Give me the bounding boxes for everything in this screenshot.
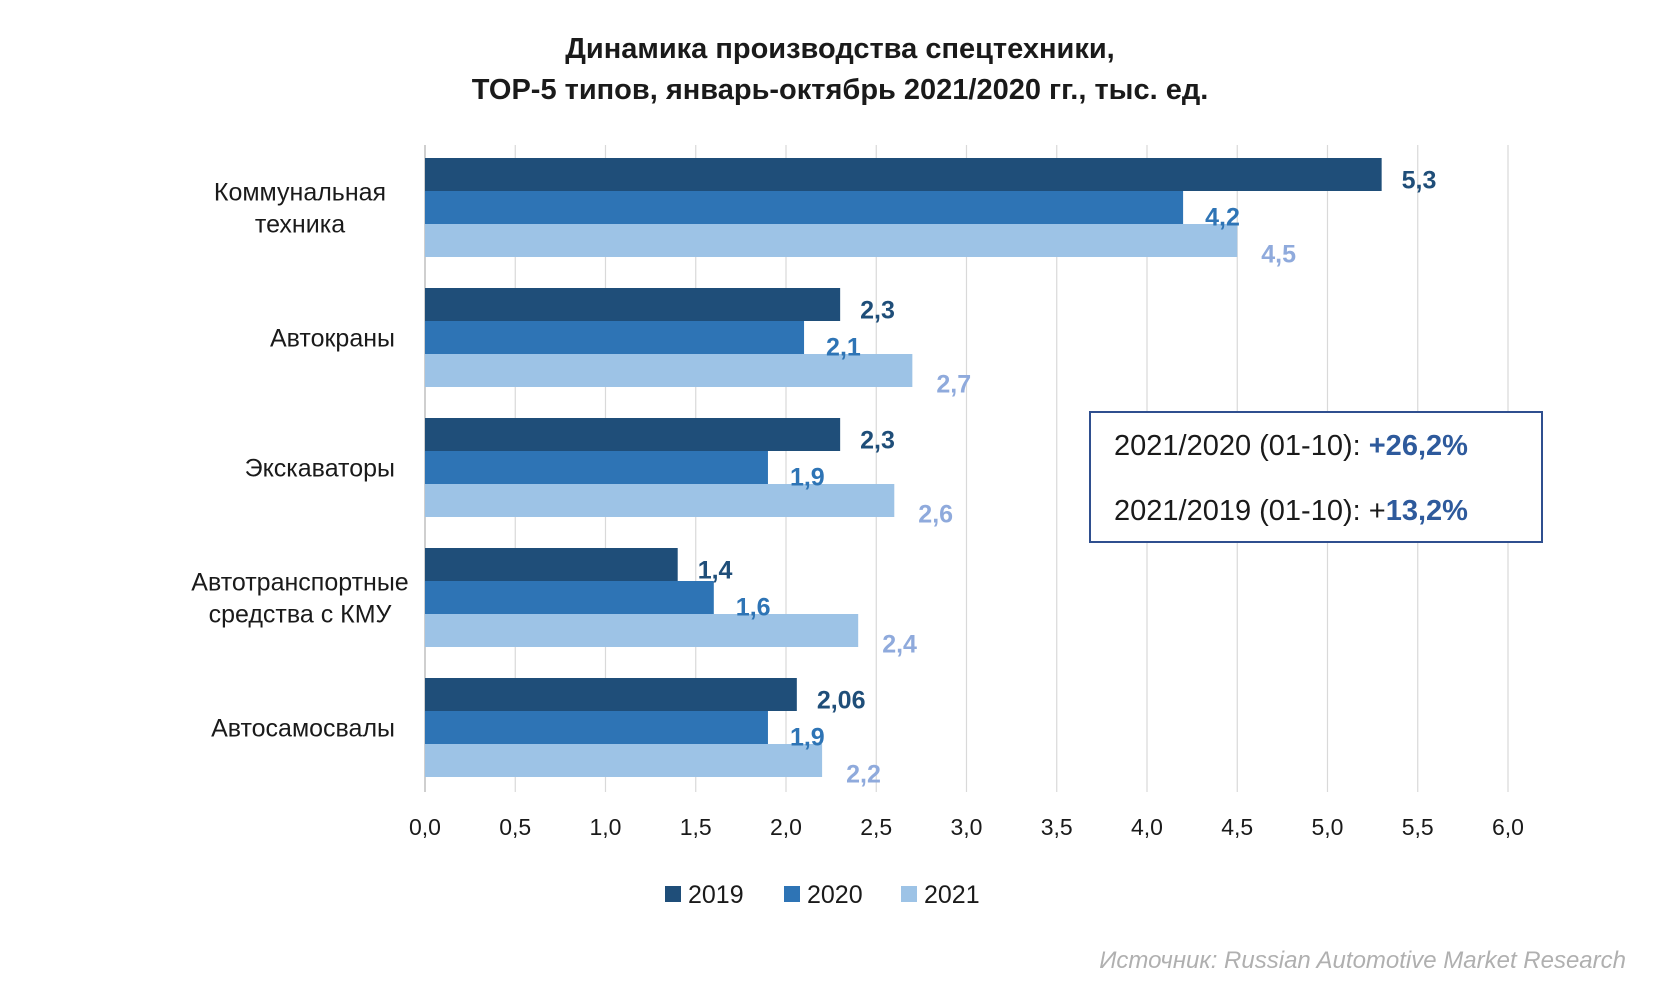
- bar-2020-4: [425, 581, 714, 614]
- legend-label-2020: 2020: [807, 881, 863, 909]
- x-tick-label: 3,5: [1041, 814, 1073, 840]
- legend-swatch-2020: [784, 886, 800, 902]
- x-tick-label: 4,5: [1221, 814, 1253, 840]
- x-tick-label: 2,0: [770, 814, 802, 840]
- x-tick-label: 5,5: [1402, 814, 1434, 840]
- x-tick-label: 2,5: [860, 814, 892, 840]
- bar-label-2019-5: 2,06: [817, 687, 866, 715]
- category-label: Автотранспортные: [191, 569, 408, 597]
- category-label: Автокраны: [270, 325, 395, 353]
- legend-label-2021: 2021: [924, 881, 980, 909]
- category-label: средства с КМУ: [209, 601, 392, 629]
- info-line-2-value: 13,2%: [1386, 495, 1468, 527]
- info-line-1-value: +26,2%: [1369, 430, 1468, 462]
- bar-label-2020-1: 4,2: [1205, 204, 1240, 232]
- category-label: Коммунальная: [214, 179, 386, 207]
- bar-2020-2: [425, 321, 805, 354]
- bar-2020-1: [425, 191, 1184, 224]
- x-axis-ticks: 0,0 0,5 1,0 1,5 2,0 2,5 3,0 3,5 4,0 4,5 5,0 5,5 6,0: [409, 814, 1524, 840]
- legend: 2019 2020 2021: [665, 881, 980, 909]
- chart-title-line-2: TOP-5 типов, январь-октябрь 2021/2020 гг…: [472, 74, 1209, 106]
- category-label: техника: [255, 211, 345, 239]
- bar-label-2020-4: 1,6: [736, 594, 771, 622]
- info-line-2-prefix: 2021/2019 (01-10): +: [1114, 495, 1386, 527]
- bar-label-2020-5: 1,9: [790, 724, 825, 752]
- legend-swatch-2021: [901, 886, 917, 902]
- bar-2019-3: [425, 418, 841, 451]
- info-box-frame: [1089, 411, 1543, 543]
- bar-label-2020-2: 2,1: [826, 334, 861, 362]
- x-tick-label: 5,0: [1312, 814, 1344, 840]
- x-tick-label: 0,0: [409, 814, 441, 840]
- bar-label-2021-5: 2,2: [846, 761, 881, 789]
- info-line-1-prefix: 2021/2020 (01-10):: [1114, 430, 1369, 462]
- bar-2021-1: [425, 224, 1238, 257]
- info-box: 2021/2020 (01-10): +26,2% 2021/2019 (01-…: [1089, 411, 1543, 543]
- x-tick-label: 6,0: [1492, 814, 1524, 840]
- source-note: Источник: Russian Automotive Market Rese…: [1099, 947, 1626, 974]
- bar-label-2019-3: 2,3: [860, 427, 895, 455]
- bar-label-2020-3: 1,9: [790, 464, 825, 492]
- category-labels: Коммунальная техника Автокраны Экскаваторы А…: [191, 179, 408, 743]
- bar-label-2021-3: 2,6: [918, 501, 953, 529]
- bar-2020-3: [425, 451, 768, 484]
- legend-swatch-2019: [665, 886, 681, 902]
- x-tick-label: 1,0: [590, 814, 622, 840]
- x-tick-label: 4,0: [1131, 814, 1163, 840]
- info-line-2: 2021/2019 (01-10): +13,2%: [1114, 495, 1468, 527]
- bar-2019-5: [425, 678, 797, 711]
- x-tick-label: 1,5: [680, 814, 712, 840]
- bar-label-2021-1: 4,5: [1261, 241, 1296, 269]
- category-label: Автосамосвалы: [211, 715, 395, 743]
- bar-2021-3: [425, 484, 895, 517]
- category-label: Экскаваторы: [245, 455, 395, 483]
- bar-label-2019-1: 5,3: [1402, 167, 1437, 195]
- bar-label-2019-2: 2,3: [860, 297, 895, 325]
- bar-2019-1: [425, 158, 1382, 191]
- legend-label-2019: 2019: [688, 881, 744, 909]
- bar-2019-2: [425, 288, 841, 321]
- x-tick-label: 3,0: [951, 814, 983, 840]
- bar-label-2021-2: 2,7: [936, 371, 971, 399]
- bar-2021-5: [425, 744, 823, 777]
- bar-2020-5: [425, 711, 768, 744]
- bar-2021-2: [425, 354, 913, 387]
- bar-2021-4: [425, 614, 859, 647]
- bars: [425, 158, 1382, 777]
- bar-2019-4: [425, 548, 678, 581]
- chart-title-line-1: Динамика производства спецтехники,: [565, 33, 1115, 65]
- chart-title: Динамика производства спецтехники, TOP-5 …: [472, 33, 1209, 106]
- bar-label-2021-4: 2,4: [882, 631, 917, 659]
- bar-labels: 5,3 4,2 4,5 2,3 2,1 2,7 2,3 1,9 2,6 1,41,6 2,4 2,06…: [698, 167, 1437, 789]
- x-tick-label: 0,5: [499, 814, 531, 840]
- bar-label-2019-4: 1,4: [698, 557, 733, 585]
- info-line-1: 2021/2020 (01-10): +26,2%: [1114, 430, 1468, 462]
